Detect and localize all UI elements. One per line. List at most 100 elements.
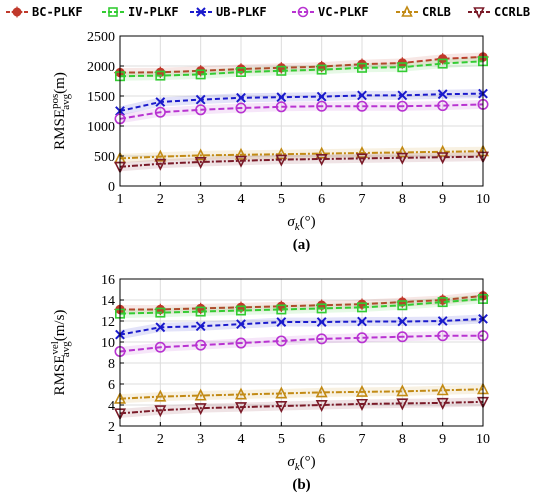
data-point (397, 316, 408, 327)
y-tick-label: 8 (108, 357, 115, 372)
data-point (436, 383, 449, 396)
legend-label: IV-PLKF (128, 5, 179, 19)
data-point (397, 300, 408, 311)
legend-entry-ccrlb: CCRLB (468, 5, 530, 19)
series-line (120, 294, 484, 311)
x-tick-label: 8 (399, 192, 406, 207)
series-ub-plkf (115, 88, 488, 116)
data-point (436, 152, 449, 165)
legend-label: CCRLB (494, 5, 530, 19)
data-point (235, 147, 247, 160)
data-point (275, 147, 288, 160)
data-point (195, 339, 207, 351)
data-point (235, 155, 247, 168)
series-ccrlb (114, 151, 489, 174)
x-tick-label: 5 (278, 192, 285, 207)
data-point (396, 100, 408, 112)
x-tick-label: 2 (157, 192, 164, 207)
series-iv-plkf (115, 293, 488, 319)
data-point (356, 332, 368, 344)
data-point (236, 319, 246, 330)
x-tick-label: 3 (197, 192, 204, 207)
plot-frame (119, 278, 484, 427)
legend-entry-crlb: CRLB (396, 5, 451, 19)
data-point (437, 316, 448, 326)
data-point (397, 90, 408, 101)
data-point (236, 92, 246, 103)
data-point (356, 302, 367, 313)
data-point (235, 102, 247, 114)
data-point (154, 106, 166, 118)
data-point (315, 146, 328, 159)
x-tick-label: 4 (238, 432, 245, 447)
x-tick-label: 3 (197, 432, 204, 447)
chart-panel-a: 1 2 3 4 5 6 7 8 9 10 0 500 1000 1500 2000 2500 σk(°) RMSE… (49, 30, 490, 253)
series-line (119, 388, 484, 400)
series-iv-plkf (115, 56, 488, 82)
y-tick-label: 6 (108, 378, 115, 393)
x-tick-label: 6 (318, 432, 325, 447)
data-point (155, 322, 166, 333)
x-tick-label: 5 (278, 432, 285, 447)
legend-entry-bc-plkf: BC-PLKF (6, 5, 83, 19)
series-crlb (114, 382, 489, 404)
legend: BC-PLKF IV-PLKF UB-PLKF VC-PLKF CRLB CCRLB (6, 5, 530, 19)
series-line (119, 334, 483, 353)
data-point (396, 384, 409, 397)
data-point (195, 321, 206, 332)
data-point (154, 389, 167, 402)
y-tick-label: 1500 (87, 90, 115, 105)
data-point (195, 104, 207, 116)
data-point (195, 306, 206, 317)
data-point (154, 149, 167, 162)
y-tick-label: 10 (101, 336, 115, 351)
data-point (316, 333, 328, 345)
data-point (316, 91, 327, 102)
data-point (437, 330, 449, 342)
data-point (276, 317, 287, 327)
x-tick-label: 9 (439, 192, 446, 207)
data-point (316, 303, 327, 314)
data-point (356, 398, 368, 411)
y-tick-label: 2000 (87, 60, 115, 75)
data-point (275, 401, 288, 414)
data-point (276, 92, 287, 103)
data-point (396, 145, 409, 158)
x-tick-label: 6 (318, 192, 325, 207)
data-point (436, 144, 449, 157)
legend-marker (11, 6, 23, 18)
legend-entry-ub-plkf: UB-PLKF (190, 5, 267, 19)
data-point (315, 154, 328, 166)
data-point (236, 305, 247, 316)
legend-label: UB-PLKF (216, 5, 267, 19)
data-point (276, 65, 287, 76)
data-point (236, 67, 247, 78)
series-line (119, 297, 484, 315)
series-line (119, 155, 484, 168)
legend-marker (401, 5, 413, 17)
legend-marker (297, 6, 309, 18)
data-point (356, 146, 368, 158)
y-tick-label: 12 (101, 315, 115, 330)
y-tick-label: 4 (108, 399, 115, 414)
series-vc-plkf (114, 98, 489, 125)
data-point (357, 316, 367, 327)
series-line (119, 56, 484, 74)
data-point (356, 153, 368, 166)
series-band (119, 314, 484, 340)
x-tick-label: 7 (359, 432, 366, 447)
series-crlb (114, 144, 489, 164)
chart-panel-b: 1 2 3 4 5 6 7 8 9 10246810121416σk(°)RMSEvelavg(m… (49, 273, 490, 493)
data-point (357, 90, 367, 101)
data-point (356, 384, 368, 397)
x-tick-label: 4 (238, 192, 245, 207)
data-point (396, 398, 409, 411)
y-axis-title: RMSEvelavg(m/s) (49, 310, 72, 396)
data-point (276, 304, 287, 315)
data-point (437, 297, 448, 308)
panel-label: (a) (293, 237, 311, 253)
data-point (356, 100, 368, 112)
x-tick-label: 9 (439, 432, 446, 447)
data-point (155, 97, 166, 107)
